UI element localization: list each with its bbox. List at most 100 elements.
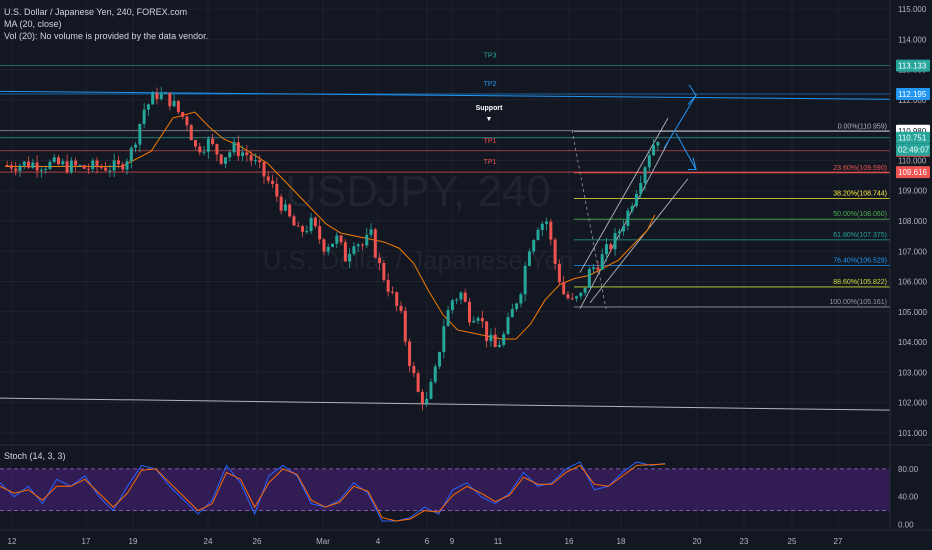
candle-body — [412, 365, 416, 374]
symbol-title[interactable]: U.S. Dollar / Japanese Yen, 240, FOREX.c… — [4, 7, 188, 17]
candle-body — [78, 165, 82, 167]
candle-body — [283, 204, 287, 211]
candle-body — [570, 298, 574, 300]
candle-body — [142, 109, 146, 124]
candle-body — [95, 160, 99, 168]
price-tag — [896, 87, 930, 100]
support-trend-line — [0, 397, 891, 411]
candle-body — [382, 263, 386, 280]
candle-body — [129, 147, 133, 162]
stochastic-pane — [0, 461, 890, 522]
candle-body — [279, 196, 283, 211]
candle-body — [22, 161, 26, 166]
candle-body — [151, 92, 155, 105]
price-tag-label: 110.751 — [898, 134, 927, 143]
fib-label: 38.20%(108.744) — [833, 190, 887, 197]
candle-body — [639, 183, 643, 194]
candle-body — [386, 279, 390, 292]
stoch-line-k — [0, 461, 666, 522]
candle-body — [74, 160, 78, 166]
x-tick-label: 20 — [693, 537, 702, 546]
candle-body — [108, 170, 112, 172]
bull-arrow — [663, 95, 697, 149]
candle-body — [403, 310, 407, 342]
y-tick-label: 105.000 — [898, 308, 927, 317]
price-tag-label: 109.616 — [898, 168, 927, 177]
candle-body — [617, 231, 621, 234]
candle-body — [318, 226, 322, 240]
candle-body — [57, 157, 61, 165]
candle-body — [519, 294, 523, 304]
price-tag — [896, 131, 930, 144]
level-label: TP1 — [484, 138, 497, 145]
candle-body — [634, 193, 638, 206]
candle-body — [236, 142, 240, 157]
candle-body — [399, 305, 403, 311]
stoch-tick-label: 0.00 — [898, 521, 914, 530]
candle-body — [172, 100, 176, 107]
price-tag-label: 112.195 — [898, 90, 927, 99]
x-tick-label: 24 — [204, 537, 213, 546]
y-tick-label: 103.000 — [898, 368, 927, 377]
candle-body — [262, 162, 266, 177]
x-tick-label: 23 — [740, 537, 749, 546]
candle-body — [463, 292, 467, 302]
candle-body — [420, 391, 424, 404]
candle-body — [309, 217, 313, 232]
candle-body — [373, 229, 377, 258]
candle-body — [369, 229, 373, 235]
candle-body — [253, 160, 257, 162]
stoch-tick-label: 40.00 — [898, 493, 919, 502]
candle-body — [493, 334, 497, 348]
candle-body — [215, 144, 219, 155]
candle-body — [99, 167, 103, 169]
bull-arrow-head — [687, 84, 697, 105]
level-label: TP3 — [484, 53, 497, 60]
candle-body — [425, 398, 429, 404]
price-tag — [896, 59, 930, 72]
candle-body — [134, 144, 138, 148]
candle-body — [189, 125, 193, 141]
fib-label: 50.00%(108.060) — [833, 211, 887, 218]
candle-body — [219, 154, 223, 164]
moving-average — [5, 111, 656, 340]
x-tick-label: 26 — [253, 537, 262, 546]
x-tick-label: 18 — [617, 537, 626, 546]
candle-body — [185, 116, 189, 126]
candle-body — [266, 176, 270, 181]
candle-body — [553, 239, 557, 264]
candle-body — [643, 167, 647, 184]
volume-legend[interactable]: Vol (20): No volume is provided by the d… — [4, 31, 209, 41]
x-tick-label: 11 — [494, 537, 503, 546]
fib-trend-line — [571, 130, 607, 309]
candle-body — [249, 155, 253, 161]
candle-body — [258, 160, 262, 163]
x-tick-label: 27 — [834, 537, 843, 546]
ma-legend[interactable]: MA (20, close) — [4, 19, 62, 29]
candle-body — [44, 168, 48, 170]
channel-line-mid — [579, 117, 669, 273]
candle-body — [429, 381, 433, 399]
candle-body — [545, 221, 549, 224]
stoch-legend[interactable]: Stoch (14, 3, 3) — [4, 451, 66, 461]
candle-body — [622, 225, 626, 232]
candle-body — [27, 161, 31, 168]
x-tick-label: 6 — [425, 537, 430, 546]
stoch-tick-label: 80.00 — [898, 465, 919, 474]
candle-body — [395, 292, 399, 306]
candle-body — [575, 296, 579, 299]
candle-body — [652, 145, 656, 156]
candle-body — [211, 138, 215, 145]
bear-arrow — [675, 132, 697, 170]
candle-body — [194, 140, 198, 147]
candle-body — [322, 239, 326, 252]
candle-body — [502, 334, 506, 345]
candle-body — [82, 165, 86, 169]
candle-body — [112, 160, 116, 171]
candle-body — [343, 242, 347, 262]
candle-body — [604, 244, 608, 255]
candle-body — [65, 161, 69, 173]
candle-body — [566, 294, 570, 299]
candle-body — [592, 267, 596, 270]
